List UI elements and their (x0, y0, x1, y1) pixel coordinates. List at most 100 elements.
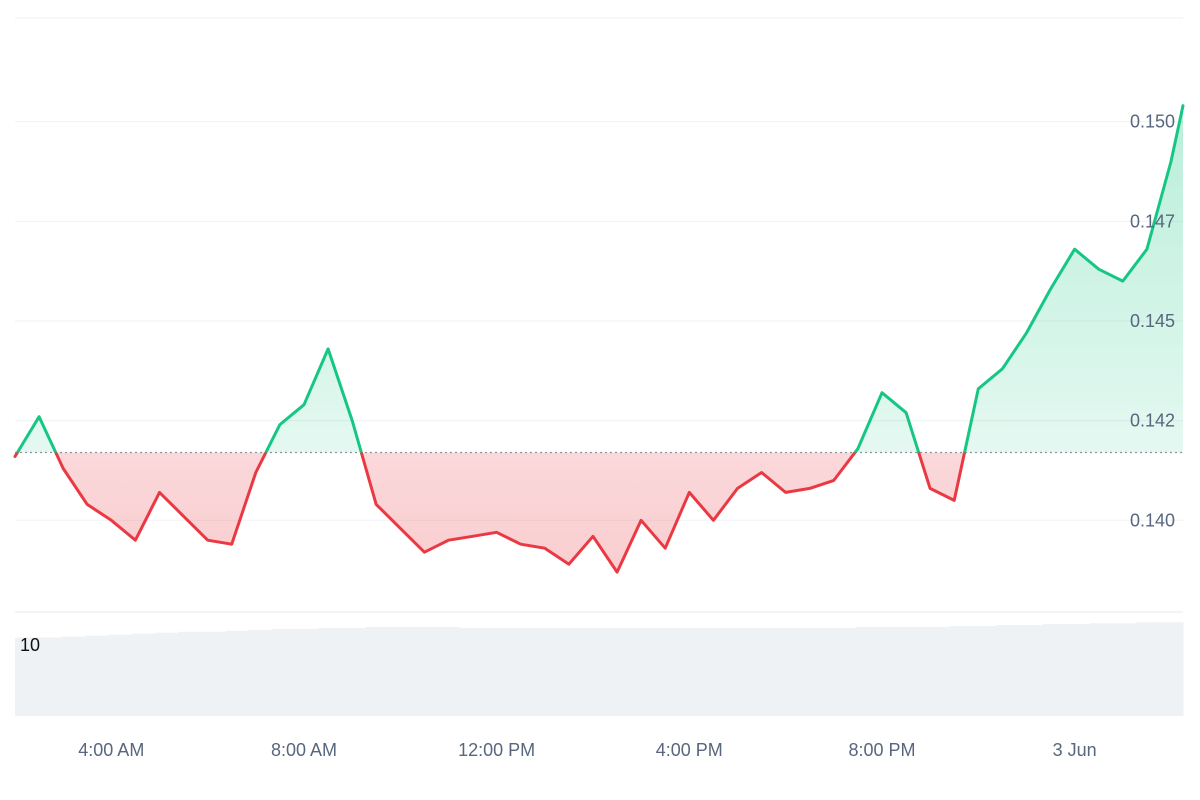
price-point (832, 479, 835, 482)
volume-bar (692, 628, 717, 716)
volume-bar (809, 628, 834, 716)
price-point (808, 487, 811, 490)
volume-axis-label: 10 (20, 635, 40, 655)
price-point (303, 403, 306, 406)
volume-bar (38, 637, 63, 716)
x-tick-label: 4:00 AM (78, 740, 144, 760)
price-point (447, 539, 450, 542)
volume-bar (435, 627, 460, 716)
volume-bar (1066, 624, 1091, 716)
price-point (736, 487, 739, 490)
price-point (519, 543, 522, 546)
price-point (616, 571, 619, 574)
volume-bar (365, 627, 390, 716)
volume-bar (15, 637, 39, 716)
price-point (14, 455, 17, 458)
volume-bar (972, 626, 997, 716)
y-tick-label: 0.150 (1130, 112, 1175, 132)
price-point (351, 419, 354, 422)
volume-bar (715, 628, 740, 716)
volume-bar (528, 628, 553, 716)
volume-bar (879, 627, 904, 716)
price-point (881, 391, 884, 394)
volume-bar (482, 628, 507, 716)
x-tick-label: 3 Jun (1053, 740, 1097, 760)
volume-bar (295, 628, 320, 716)
volume-bar (201, 631, 226, 716)
volume-bar (762, 628, 787, 716)
volume-bar (949, 626, 974, 716)
volume-bar (575, 628, 600, 716)
price-point (1170, 160, 1173, 163)
price-point (640, 519, 643, 522)
price-point (278, 423, 281, 426)
price-point (86, 503, 89, 506)
price-point (953, 499, 956, 502)
volume-bar (996, 625, 1021, 716)
volume-bar (622, 628, 647, 716)
volume-bar (155, 632, 180, 716)
price-point (327, 347, 330, 350)
price-point (712, 519, 715, 522)
volume-bar (739, 628, 764, 716)
x-tick-label: 4:00 PM (656, 740, 723, 760)
price-point (375, 503, 378, 506)
y-tick-label: 0.145 (1130, 311, 1175, 331)
price-point (495, 531, 498, 534)
price-point (134, 539, 137, 542)
price-point (399, 527, 402, 530)
price-point (905, 411, 908, 414)
price-point (1097, 268, 1100, 271)
y-tick-label: 0.140 (1130, 510, 1175, 530)
price-point (1145, 248, 1148, 251)
x-tick-label: 8:00 PM (848, 740, 915, 760)
price-point (206, 539, 209, 542)
price-point (1025, 331, 1028, 334)
price-point (760, 471, 763, 474)
volume-bar (412, 627, 437, 716)
volume-bar (108, 634, 133, 716)
price-point (110, 519, 113, 522)
volume-bar (342, 628, 366, 716)
price-point (543, 547, 546, 550)
volume-bar (856, 627, 880, 716)
price-point (784, 491, 787, 494)
price-point (1073, 248, 1076, 251)
volume-bar (61, 636, 86, 716)
volume-bar (388, 627, 413, 716)
volume-bar (832, 628, 857, 716)
y-tick-label: 0.147 (1130, 211, 1175, 231)
volume-bar (1112, 623, 1137, 716)
price-point (254, 471, 257, 474)
price-point (158, 491, 161, 494)
price-area-below (15, 452, 965, 573)
volume-bar (131, 633, 156, 716)
volume-bar (645, 628, 670, 716)
price-point (856, 447, 859, 450)
price-point (230, 543, 233, 546)
volume-bar (1089, 623, 1114, 716)
volume-bar (599, 628, 623, 716)
price-point (38, 415, 41, 418)
price-point (1001, 367, 1004, 370)
volume-bar (248, 629, 273, 716)
price-point (182, 515, 185, 518)
volume-bar (225, 630, 250, 716)
volume-bar (902, 627, 927, 716)
volume-bar (318, 628, 343, 716)
volume-bar (1136, 622, 1161, 716)
volume-bar (85, 635, 110, 716)
price-point (567, 563, 570, 566)
x-tick-label: 12:00 PM (458, 740, 535, 760)
price-point (1049, 288, 1052, 291)
volume-bar (552, 628, 577, 716)
volume-bar (1019, 625, 1044, 716)
price-point (688, 491, 691, 494)
price-point (471, 535, 474, 538)
volume-bar (926, 627, 950, 716)
volume-bar (1159, 622, 1184, 716)
price-point (62, 467, 65, 470)
x-tick-label: 8:00 AM (271, 740, 337, 760)
